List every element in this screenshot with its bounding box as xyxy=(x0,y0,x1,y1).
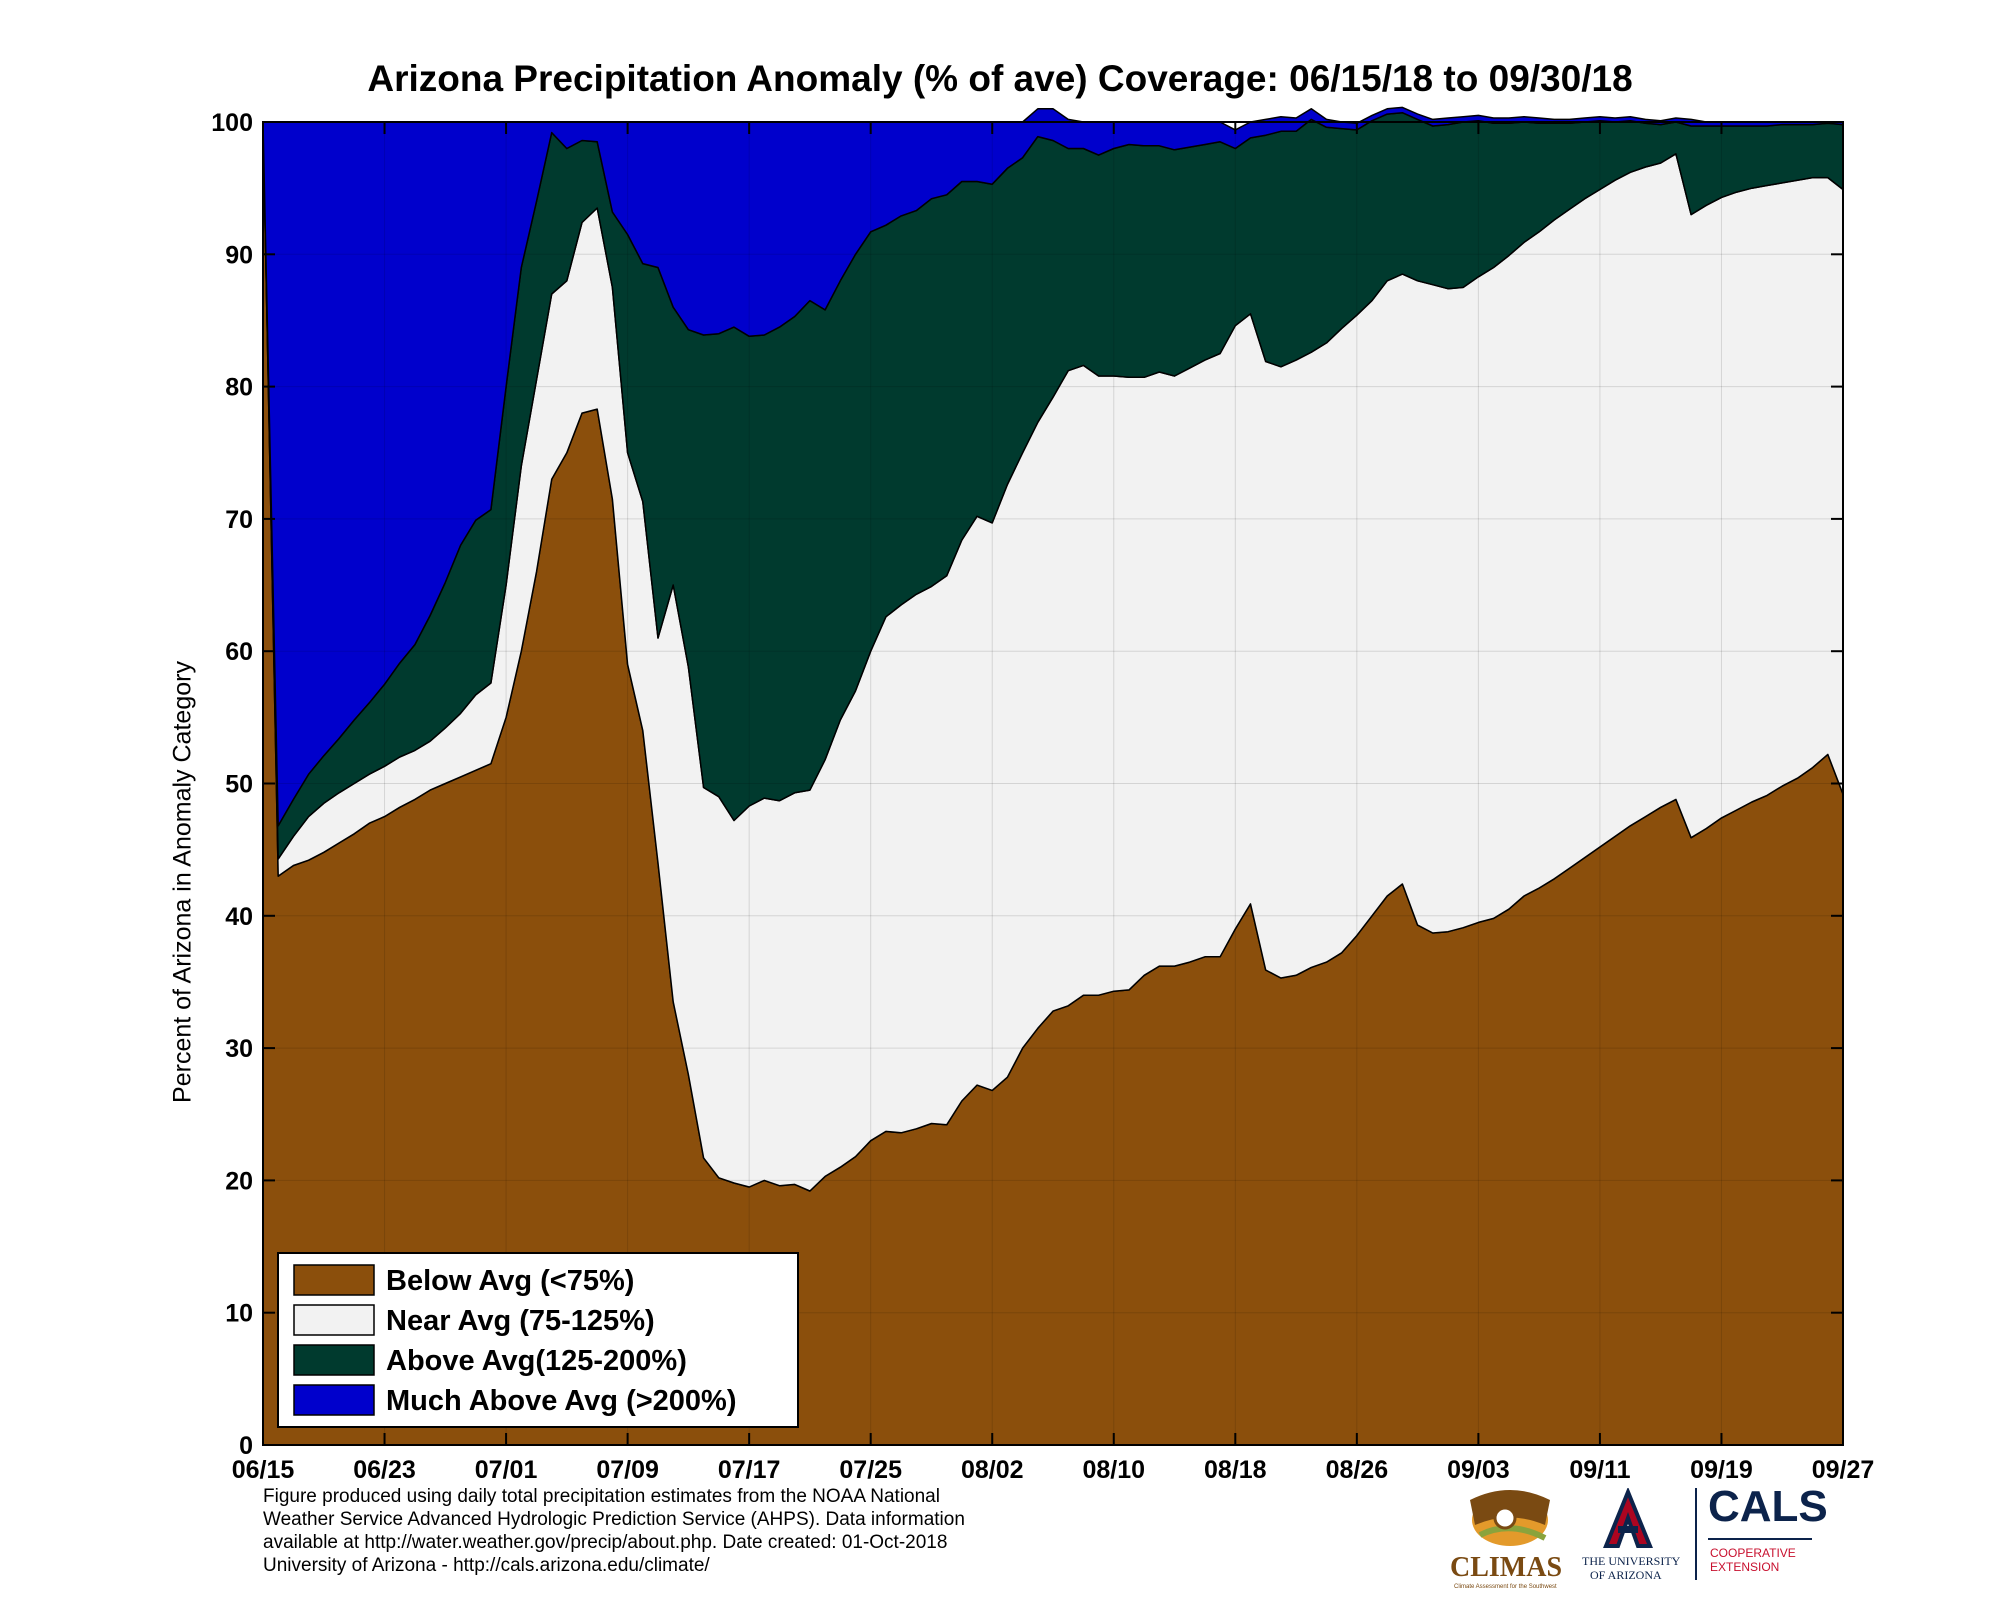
cals-rule xyxy=(1708,1538,1812,1540)
climas-tagline: Climate Assessment for the Southwest xyxy=(1454,1584,1557,1590)
figure-footnote: Figure produced using daily total precip… xyxy=(263,1485,1133,1577)
x-tick-label: 08/18 xyxy=(1204,1456,1267,1484)
cals-line-1: COOPERATIVE xyxy=(1710,1546,1796,1560)
x-tick-label: 07/17 xyxy=(718,1456,781,1484)
y-tick-label: 0 xyxy=(239,1432,253,1460)
footnote-line: available at http://water.weather.gov/pr… xyxy=(263,1532,948,1553)
y-tick-label: 90 xyxy=(225,241,253,269)
chart-grid xyxy=(262,122,1844,1445)
x-tick-label: 09/03 xyxy=(1447,1456,1510,1484)
chart-title: Arizona Precipitation Anomaly (% of ave)… xyxy=(367,58,1633,99)
climas-logo-icon xyxy=(1470,1490,1550,1546)
y-tick-label: 70 xyxy=(225,506,253,534)
x-tick-label: 06/23 xyxy=(353,1456,416,1484)
footnote-line: Weather Service Advanced Hydrologic Pred… xyxy=(263,1509,965,1530)
x-tick-label: 07/09 xyxy=(596,1456,659,1484)
y-tick-label: 50 xyxy=(225,771,253,799)
y-axis-ticks: 0 10 20 30 40 50 60 70 80 90 100 xyxy=(211,109,1843,1460)
x-tick-label: 09/11 xyxy=(1569,1456,1630,1484)
cals-line-2: EXTENSION xyxy=(1710,1560,1780,1574)
legend-label: Much Above Avg (>200%) xyxy=(386,1385,737,1417)
legend-label: Near Avg (75-125%) xyxy=(386,1305,655,1337)
x-tick-label: 08/02 xyxy=(961,1456,1024,1484)
footnote-line: Figure produced using daily total precip… xyxy=(263,1486,940,1507)
ua-name-line-2: OF ARIZONA xyxy=(1590,1568,1662,1582)
y-tick-label: 40 xyxy=(225,903,253,931)
legend-swatch xyxy=(293,1264,375,1296)
x-tick-label: 08/26 xyxy=(1326,1456,1389,1484)
y-tick-label: 20 xyxy=(225,1167,253,1195)
legend-swatch xyxy=(293,1304,375,1336)
cals-wordmark: CALS xyxy=(1708,1482,1828,1531)
x-tick-label: 09/19 xyxy=(1690,1456,1753,1484)
footnote-line: University of Arizona - http://cals.ariz… xyxy=(263,1555,710,1576)
y-tick-label: 80 xyxy=(225,374,253,402)
y-tick-label: 100 xyxy=(211,109,253,137)
x-axis-ticks: 06/15 06/23 07/01 07/09 07/17 07/25 08/02 08/10… xyxy=(232,122,1875,1484)
university-of-arizona-a-icon xyxy=(1603,1488,1653,1548)
y-tick-label: 30 xyxy=(225,1035,253,1063)
chart-areas xyxy=(262,106,1844,1446)
partner-logos: CLIMAS Climate Assessment for the Southw… xyxy=(1450,1480,1828,1590)
x-tick-label: 07/25 xyxy=(839,1456,902,1484)
x-tick-label: 09/27 xyxy=(1812,1456,1875,1484)
chart-legend: Below Avg (<75%) Near Avg (75-125%) Above … xyxy=(277,1252,799,1428)
x-tick-label: 06/15 xyxy=(232,1456,295,1484)
legend-label: Above Avg(125-200%) xyxy=(386,1345,687,1377)
ua-name-line-1: THE UNIVERSITY xyxy=(1582,1554,1681,1568)
legend-swatch xyxy=(293,1384,375,1416)
y-tick-label: 10 xyxy=(225,1300,253,1328)
x-tick-label: 07/01 xyxy=(475,1456,538,1484)
y-tick-label: 60 xyxy=(225,638,253,666)
legend-label: Below Avg (<75%) xyxy=(386,1265,634,1297)
climas-wordmark: CLIMAS xyxy=(1450,1552,1563,1583)
legend-swatch xyxy=(293,1344,375,1376)
logo-divider xyxy=(1695,1488,1697,1580)
x-tick-label: 08/10 xyxy=(1082,1456,1145,1484)
